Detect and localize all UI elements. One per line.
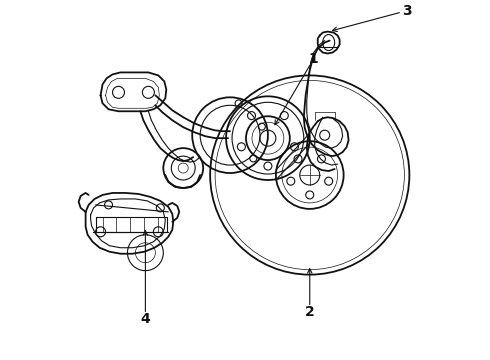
Text: 2: 2: [305, 306, 315, 319]
Text: 4: 4: [141, 312, 150, 327]
Text: 3: 3: [402, 4, 412, 18]
Text: 1: 1: [309, 51, 318, 66]
Circle shape: [178, 163, 188, 173]
